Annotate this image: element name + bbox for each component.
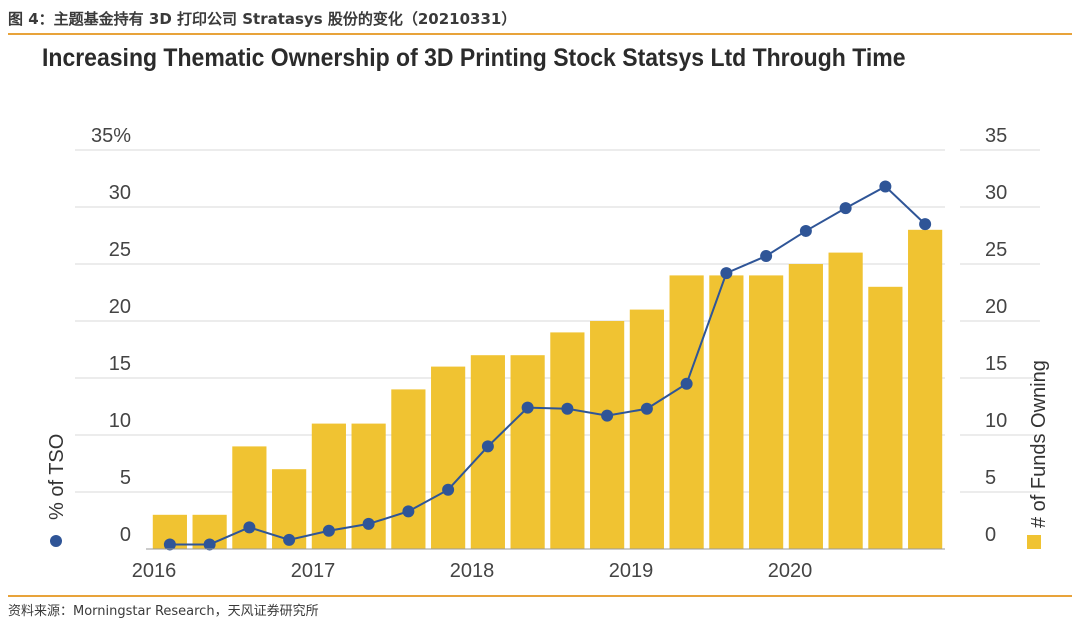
right-tick-label: 30: [985, 182, 1007, 204]
tso-point: [203, 538, 216, 551]
tso-point: [481, 440, 494, 453]
bar: [550, 332, 585, 549]
right-axis-title: # of Funds Owning: [1028, 360, 1050, 528]
bar: [391, 389, 426, 549]
bar: [510, 355, 545, 549]
bar: [749, 275, 784, 549]
left-tick-label: 15: [109, 353, 131, 375]
legend-funds-marker: [1027, 535, 1041, 549]
tso-point: [601, 409, 614, 422]
bar: [629, 309, 664, 549]
left-tick-label: 25: [109, 239, 131, 261]
x-tick-label: 2017: [291, 560, 336, 582]
left-tick-label: 30: [109, 182, 131, 204]
left-tick-label: 20: [109, 296, 131, 318]
left-tick-label: 0: [120, 524, 131, 546]
left-tick-label: 10: [109, 410, 131, 432]
caption-rule: [8, 33, 1072, 35]
bar: [709, 275, 744, 549]
bar: [431, 366, 466, 549]
bar: [351, 423, 386, 549]
x-tick-label: 2020: [768, 560, 813, 582]
right-tick-label: 10: [985, 410, 1007, 432]
tso-point: [322, 524, 335, 537]
tso-point: [879, 180, 892, 193]
tso-point: [561, 402, 574, 415]
bar: [669, 275, 704, 549]
tso-point: [283, 533, 296, 546]
right-tick-label: 35: [985, 125, 1007, 147]
bar: [868, 286, 903, 549]
tso-point: [680, 377, 693, 390]
tso-point: [839, 202, 852, 215]
x-tick-label: 2016: [132, 560, 177, 582]
bar: [788, 264, 823, 549]
x-tick-label: 2018: [450, 560, 495, 582]
tso-point: [243, 521, 256, 534]
bar: [232, 446, 267, 549]
tso-point: [442, 483, 455, 496]
right-tick-label: 5: [985, 467, 996, 489]
tso-point: [402, 505, 415, 518]
tso-point: [640, 402, 653, 415]
left-axis-title: % of TSO: [46, 434, 68, 520]
tso-line: [169, 185, 926, 546]
right-tick-label: 25: [985, 239, 1007, 261]
bar-series: [152, 229, 943, 550]
legend-tso-marker: [50, 535, 62, 547]
chart-title: Increasing Thematic Ownership of 3D Prin…: [42, 44, 906, 72]
left-tick-label: 5: [120, 467, 131, 489]
tso-point: [521, 401, 534, 414]
right-tick-label: 0: [985, 524, 996, 546]
tso-point: [760, 250, 773, 263]
right-tick-label: 15: [985, 353, 1007, 375]
left-tick-label: 35%: [91, 125, 131, 147]
tso-point: [163, 538, 176, 551]
right-tick-label: 20: [985, 296, 1007, 318]
tso-point: [919, 218, 932, 231]
figure-source: 资料来源：Morningstar Research，天风证券研究所: [8, 604, 319, 619]
source-rule: [8, 595, 1072, 597]
figure-caption: 图 4：主题基金持有 3D 打印公司 Stratasys 股份的变化（20210…: [8, 10, 517, 28]
bar: [828, 252, 863, 549]
bar: [908, 229, 943, 550]
tso-point: [720, 267, 733, 280]
x-tick-label: 2019: [609, 560, 654, 582]
line-series: [163, 180, 932, 551]
bar: [590, 321, 625, 549]
tso-point: [362, 517, 375, 530]
tso-point: [799, 224, 812, 237]
